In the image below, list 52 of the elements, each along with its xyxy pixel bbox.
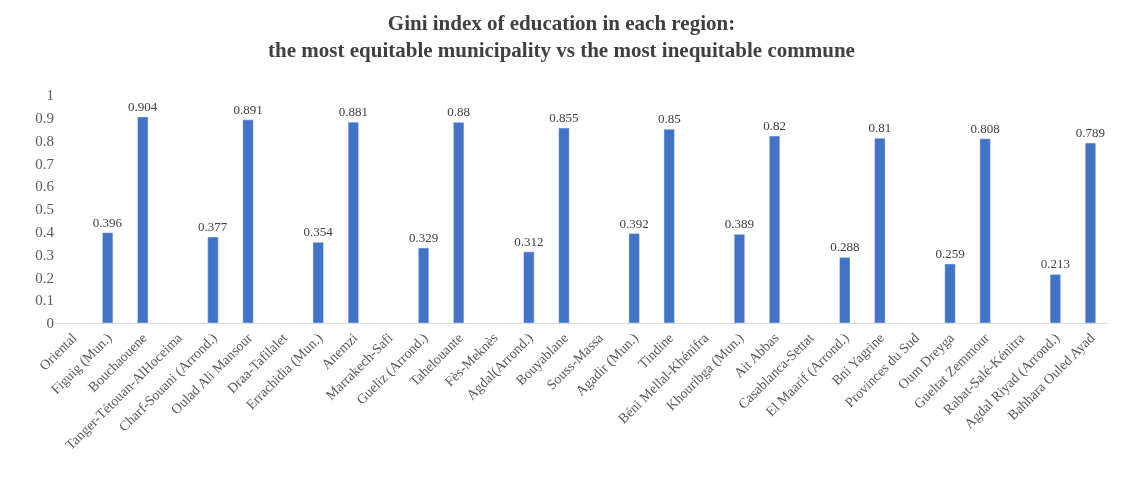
data-label: 0.354 xyxy=(303,224,334,240)
bar xyxy=(663,128,675,323)
data-label: 0.312 xyxy=(514,233,544,249)
bar xyxy=(102,232,114,323)
y-tick-label: 0 xyxy=(46,315,54,332)
bar xyxy=(1049,274,1061,323)
data-label: 0.288 xyxy=(830,239,860,255)
data-label: 0.904 xyxy=(127,98,158,114)
data-label: 0.88 xyxy=(447,104,471,120)
data-label: 0.855 xyxy=(549,110,579,126)
bar xyxy=(347,121,359,323)
bar xyxy=(628,233,640,323)
y-tick-label: 0.3 xyxy=(35,246,54,263)
data-label: 0.881 xyxy=(338,104,368,120)
y-tick-label: 0.1 xyxy=(35,292,54,309)
data-label: 0.213 xyxy=(1040,256,1070,272)
bar xyxy=(769,135,781,323)
y-tick-label: 0.6 xyxy=(35,178,55,195)
data-label: 0.81 xyxy=(868,120,892,136)
data-label: 0.377 xyxy=(198,219,228,235)
y-tick-label: 0.9 xyxy=(35,110,54,127)
data-label: 0.891 xyxy=(233,101,263,117)
data-label: 0.259 xyxy=(935,245,965,261)
data-label: 0.789 xyxy=(1075,125,1106,141)
bar xyxy=(453,122,465,323)
bar xyxy=(944,263,956,323)
y-tick-label: 1 xyxy=(46,87,54,104)
data-label: 0.392 xyxy=(619,215,649,231)
bar xyxy=(137,116,149,323)
data-label: 0.329 xyxy=(408,229,439,245)
y-tick-label: 0.5 xyxy=(35,201,54,218)
chart-title: Gini index of education in each region: the most equitable municipality vs the most inequitable commune xyxy=(268,11,855,63)
data-label: 0.396 xyxy=(92,214,123,230)
y-tick-label: 0.4 xyxy=(35,224,55,241)
bar xyxy=(979,138,991,323)
bar xyxy=(418,247,430,323)
y-tick-label: 0.8 xyxy=(35,132,54,149)
bar xyxy=(733,234,745,323)
y-tick-label: 0.2 xyxy=(35,269,54,286)
bar xyxy=(242,119,254,323)
bar xyxy=(1084,142,1096,323)
data-label: 0.85 xyxy=(657,111,681,127)
data-label: 0.389 xyxy=(724,216,755,232)
y-tick-label: 0.7 xyxy=(35,155,55,172)
data-label: 0.82 xyxy=(763,118,786,134)
bar xyxy=(874,138,886,323)
data-label: 0.808 xyxy=(970,120,1000,136)
bar xyxy=(558,127,570,323)
bar xyxy=(839,257,851,323)
bar xyxy=(207,236,219,323)
bar xyxy=(312,242,324,323)
bar xyxy=(523,251,535,323)
